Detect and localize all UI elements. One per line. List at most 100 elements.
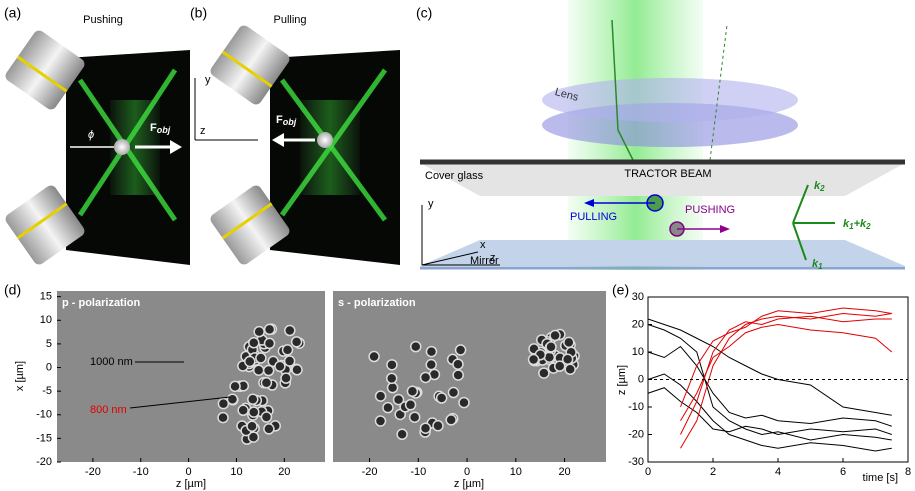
axis-label: z xyxy=(490,252,496,264)
particle xyxy=(218,399,228,409)
x-tick-label: 10 xyxy=(230,466,242,478)
particle xyxy=(456,345,466,355)
particle xyxy=(285,326,295,336)
x-tick-label: 20 xyxy=(278,466,290,478)
particle xyxy=(256,353,266,363)
axis-label: z [µm] xyxy=(454,478,484,490)
particle xyxy=(383,403,393,413)
y-tick-label: 0 xyxy=(46,361,52,373)
pushing-label: PUSHING xyxy=(685,204,735,216)
force-subscript: obj xyxy=(283,117,297,127)
y-tick-label: -10 xyxy=(36,409,52,421)
angle-label: ϕ xyxy=(88,129,94,141)
axis-label: z [µm] xyxy=(176,478,206,490)
x-tick-label: 0 xyxy=(464,466,470,478)
x-tick-label: 8 xyxy=(905,466,911,478)
particle xyxy=(407,386,417,396)
particle xyxy=(248,394,258,404)
panel-c: Lens Cover glass TRACTOR BEAM Mirror y x… xyxy=(420,0,905,271)
axis-label: z [µm] xyxy=(616,365,628,395)
particle xyxy=(563,354,573,364)
particle xyxy=(453,359,463,369)
particle xyxy=(437,393,447,403)
axis-label: y xyxy=(205,74,211,86)
particle xyxy=(249,407,259,417)
particle xyxy=(550,331,560,341)
particle xyxy=(317,132,333,148)
particle xyxy=(249,338,259,348)
x-tick-label: -10 xyxy=(410,466,426,478)
tractor-label: TRACTOR BEAM xyxy=(624,168,711,180)
panel-label: (b) xyxy=(190,5,207,21)
panel-title: Pulling xyxy=(273,14,306,26)
axis-label: time [s] xyxy=(863,472,898,484)
x-tick-label: 0 xyxy=(186,466,192,478)
particle xyxy=(285,356,295,366)
figure: (a) (b) (c) (d) (e) Pushing ϕ Fobj Pulli… xyxy=(0,0,915,491)
particle xyxy=(529,355,539,365)
y-tick-label: -10 xyxy=(628,401,644,413)
y-tick-label: -15 xyxy=(36,432,52,444)
particle xyxy=(410,412,420,422)
x-tick-label: 0 xyxy=(645,466,651,478)
k-label: k1+k2 xyxy=(843,218,871,231)
arrow-head xyxy=(720,225,730,233)
particle xyxy=(420,423,430,433)
pulling-label: PULLING xyxy=(570,211,617,223)
particle xyxy=(264,338,274,348)
particle xyxy=(230,381,240,391)
x-tick-label: 2 xyxy=(710,466,716,478)
k-mid: +k xyxy=(854,218,867,230)
annotation: 800 nm xyxy=(90,404,127,416)
y-tick-label: 15 xyxy=(40,291,52,303)
particle xyxy=(247,421,257,431)
particle xyxy=(421,372,431,382)
force-subscript: obj xyxy=(157,125,171,135)
x-tick-label: -20 xyxy=(85,466,101,478)
particle xyxy=(283,345,293,355)
lens xyxy=(542,78,798,122)
panel-b: Pulling y z Fobj xyxy=(195,14,400,267)
k-sub: 2 xyxy=(819,184,825,193)
y-tick-label: 20 xyxy=(632,318,644,330)
particle xyxy=(459,398,469,408)
y-tick-label: 10 xyxy=(40,314,52,326)
k-sub: 2 xyxy=(865,222,871,231)
particle xyxy=(565,364,575,374)
panel-d: p - polarization s - polarization 1000 n… xyxy=(14,291,606,490)
particle xyxy=(275,361,285,371)
particle xyxy=(264,424,274,434)
particle xyxy=(375,416,385,426)
particle xyxy=(397,429,407,439)
particle xyxy=(433,421,443,431)
particle xyxy=(281,373,291,383)
panel-label: (a) xyxy=(4,5,21,21)
particle xyxy=(218,413,228,423)
k-sub: 1 xyxy=(818,262,823,271)
particle xyxy=(261,412,271,422)
x-tick-label: -20 xyxy=(362,466,378,478)
particle xyxy=(448,388,458,398)
particle xyxy=(292,365,302,375)
x-tick-label: 10 xyxy=(510,466,522,478)
particle xyxy=(426,347,436,357)
particle xyxy=(261,378,271,388)
particle xyxy=(564,337,574,347)
y-tick-label: -20 xyxy=(628,428,644,440)
particle xyxy=(292,337,302,347)
particle xyxy=(411,342,421,352)
axis-label: x xyxy=(480,239,486,251)
particle xyxy=(387,360,397,370)
particle xyxy=(539,368,549,378)
particle xyxy=(426,360,436,370)
annotation: 1000 nm xyxy=(90,356,133,368)
particle xyxy=(388,383,398,393)
micrograph xyxy=(333,291,606,462)
y-tick-label: -20 xyxy=(36,456,52,468)
x-tick-label: -10 xyxy=(133,466,149,478)
axis-label: x [µm] xyxy=(14,361,26,391)
panel-a: Pushing ϕ Fobj xyxy=(3,14,190,267)
x-tick-label: 20 xyxy=(558,466,570,478)
y-tick-label: 30 xyxy=(632,291,644,303)
